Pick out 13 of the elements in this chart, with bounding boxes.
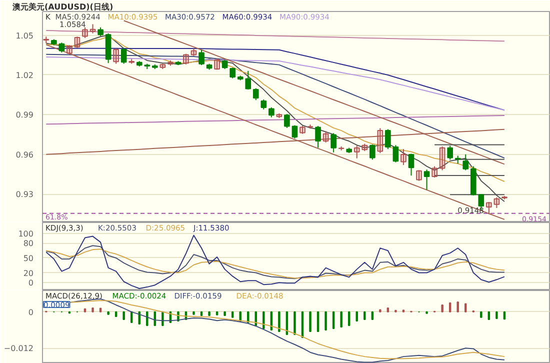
- y-tick-label: 0: [28, 308, 34, 317]
- y-tick-label: 0: [28, 278, 34, 288]
- y-tick-label: 0.99: [16, 110, 34, 120]
- y-tick-label: 20: [23, 268, 34, 278]
- y-tick-label: 1.05: [16, 31, 34, 40]
- y-tick-label: 100: [18, 229, 34, 238]
- chart-title: 澳元美元(AUDUSD)(日线): [12, 2, 114, 12]
- y-tick-label: 50: [23, 254, 34, 263]
- y-tick-label: 80: [23, 239, 34, 248]
- y-tick-label: −0.012: [4, 344, 34, 354]
- y-tick-label: 0.93: [16, 190, 34, 200]
- y-tick-label: 1.02: [16, 71, 34, 80]
- y-tick-label: 0.96: [16, 150, 34, 160]
